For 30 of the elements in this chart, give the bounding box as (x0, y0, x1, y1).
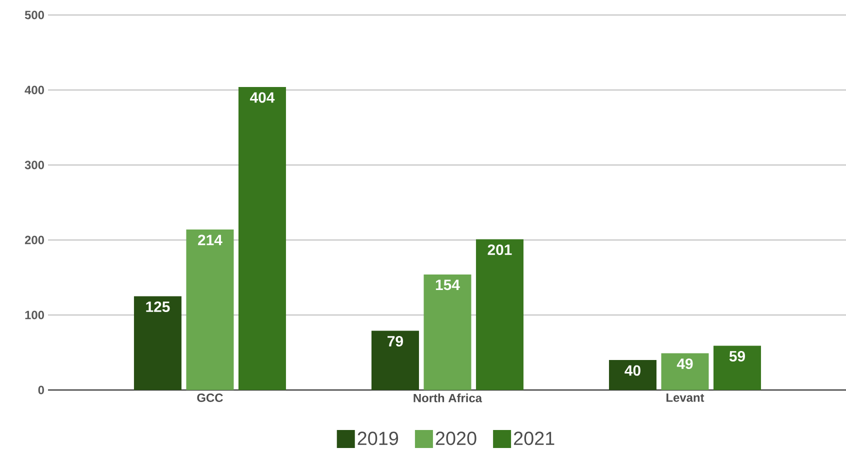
x-tick-label: Levant (666, 394, 704, 402)
bar (661, 353, 709, 390)
data-label: 40 (624, 365, 640, 376)
legend-label: 2021 (514, 432, 554, 446)
data-label: 404 (250, 92, 275, 103)
bar (476, 239, 524, 390)
bar (186, 230, 234, 390)
y-tick-label: 500 (24, 10, 44, 20)
y-tick-label: 400 (24, 86, 44, 94)
bar (608, 360, 656, 390)
data-label: 125 (146, 301, 170, 312)
data-label: 59 (729, 350, 745, 362)
x-tick-label: North Africa (414, 394, 482, 402)
bar (713, 346, 761, 390)
bar (371, 330, 419, 390)
legend-label: 2019 (358, 432, 398, 446)
y-tick-label: 200 (24, 236, 44, 244)
bar (238, 87, 286, 390)
bar (134, 296, 182, 390)
y-tick-label: 300 (24, 160, 44, 170)
x-tick-label: GCC (197, 394, 223, 402)
y-tick-label: 100 (25, 310, 44, 320)
data-label: 79 (388, 336, 403, 347)
data-label: 201 (488, 244, 512, 256)
data-label: 214 (198, 234, 222, 246)
data-label: 49 (676, 358, 693, 370)
bar (424, 274, 472, 390)
y-tick-label: 0 (38, 386, 44, 394)
data-label: 154 (436, 280, 460, 290)
legend-label: 2020 (436, 432, 476, 446)
